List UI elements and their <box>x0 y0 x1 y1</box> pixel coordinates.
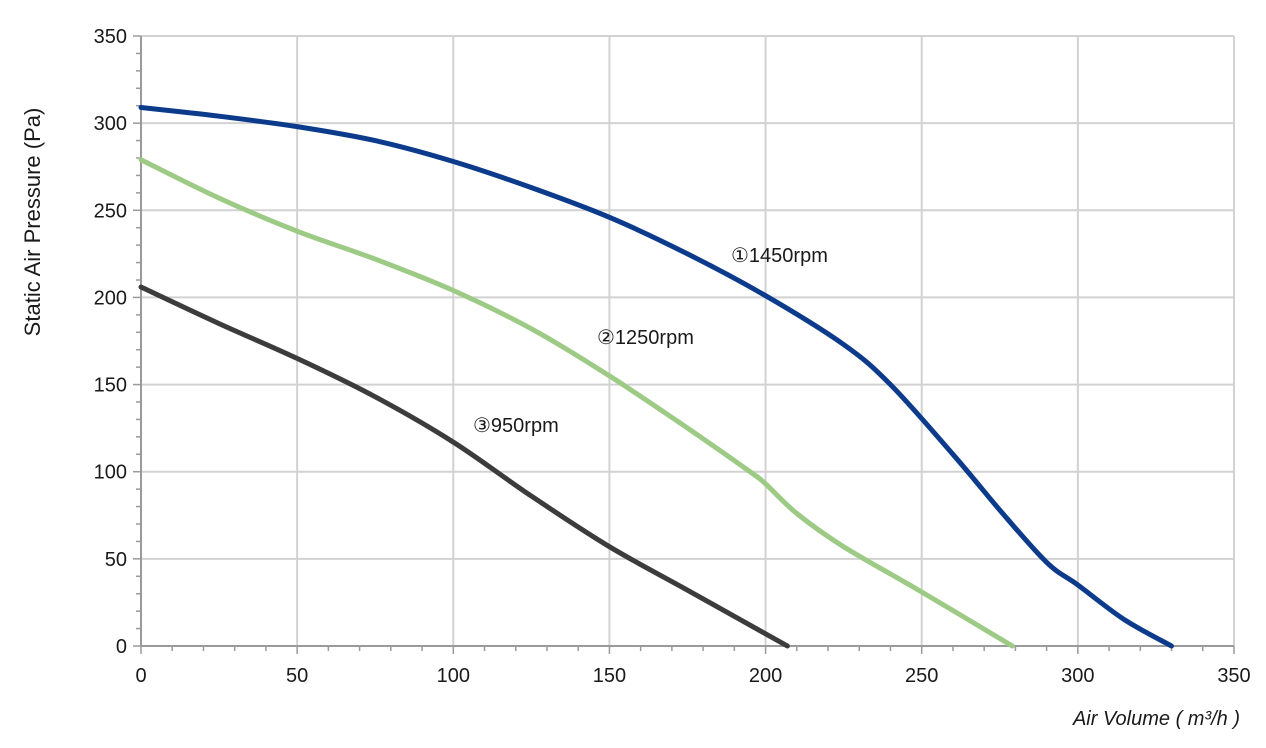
x-tick-labels: 0 50 100 150 200 250 300 350 <box>135 665 1250 687</box>
x-tick-label: 0 <box>135 665 146 687</box>
y-tick-label: 350 <box>94 26 127 48</box>
grid <box>140 35 1235 647</box>
series-line-950rpm <box>138 284 790 649</box>
x-tick-label: 50 <box>286 665 308 687</box>
series-line-1250rpm <box>138 157 1015 649</box>
series-label-1250rpm: ②1250rpm <box>597 327 694 349</box>
x-axis-title: Air Volume ( m³/h ) <box>1072 708 1240 730</box>
y-tick-label: 300 <box>94 113 127 135</box>
x-tick-label: 150 <box>593 665 626 687</box>
series-line-1450rpm <box>138 105 1174 649</box>
y-tick-label: 100 <box>94 462 127 484</box>
series-label-1450rpm: ①1450rpm <box>731 245 828 267</box>
x-tick-label: 300 <box>1061 665 1094 687</box>
y-tick-labels: 0 50 100 150 200 250 300 350 <box>94 26 127 658</box>
y-axis-title: Static Air Pressure (Pa) <box>20 108 45 337</box>
y-tick-label: 50 <box>105 549 127 571</box>
minor-ticks <box>133 35 1235 654</box>
series <box>138 105 1174 649</box>
series-label-950rpm: ③950rpm <box>473 415 559 437</box>
x-tick-label: 350 <box>1217 665 1250 687</box>
y-tick-label: 150 <box>94 375 127 397</box>
x-tick-label: 100 <box>437 665 470 687</box>
series-labels: ①1450rpm ②1250rpm ③950rpm <box>473 245 828 437</box>
x-tick-label: 200 <box>749 665 782 687</box>
y-tick-label: 200 <box>94 287 127 309</box>
y-tick-label: 0 <box>116 636 127 658</box>
y-tick-label: 250 <box>94 200 127 222</box>
axes <box>140 36 1234 647</box>
x-tick-label: 250 <box>905 665 938 687</box>
